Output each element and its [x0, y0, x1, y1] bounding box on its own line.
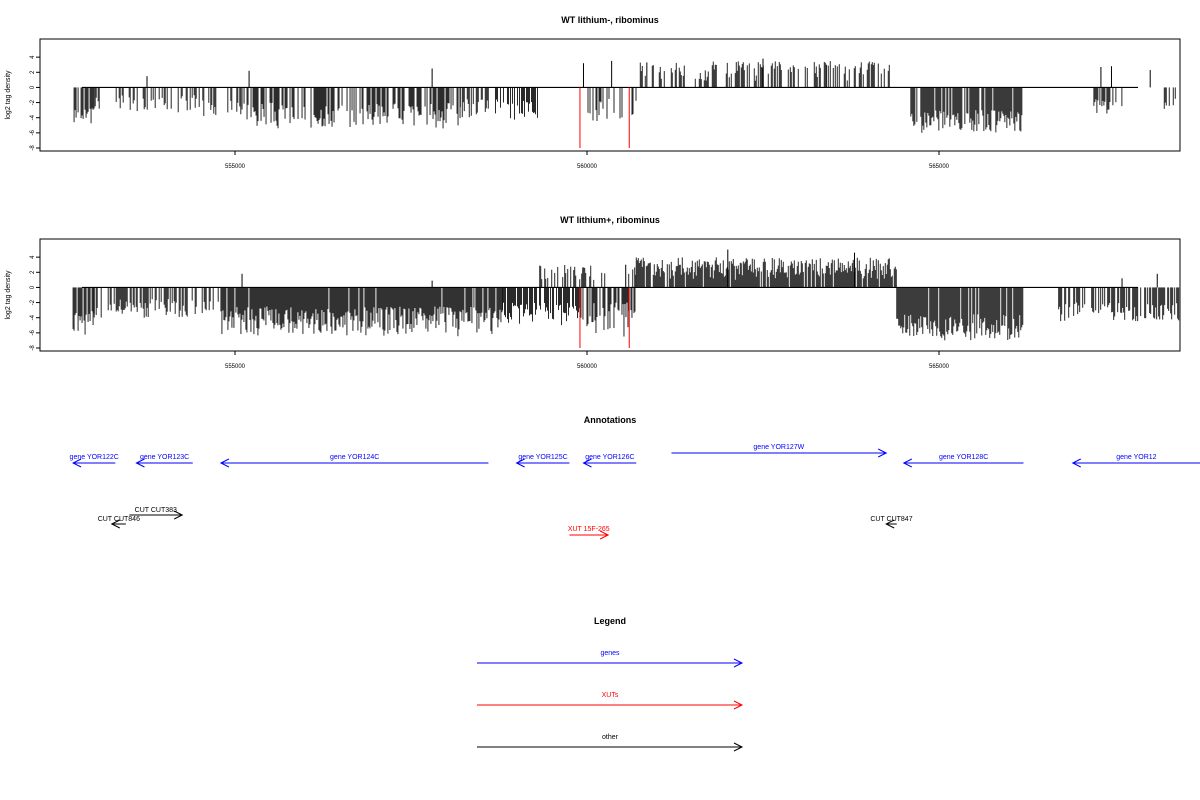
- legend-arrowhead: [733, 658, 744, 668]
- annotations-title: Annotations: [584, 415, 637, 425]
- plot-frame: [39, 38, 1181, 152]
- annotation-arrowhead: [219, 458, 230, 468]
- annotation-arrowhead: [173, 510, 184, 520]
- legend-item-genes: genes: [477, 650, 744, 668]
- annotation-arrowhead: [71, 458, 82, 468]
- legend-label: other: [602, 734, 619, 741]
- axes-group: -8 -6 -4 -2 0 2 4 555000 560000 565000: [30, 38, 1181, 170]
- annotation-gene-yor128c: gene YOR128C: [902, 454, 1024, 468]
- plot-frame: [39, 238, 1181, 352]
- y-tick-label: 0: [30, 85, 36, 89]
- y-tick-label: -6: [30, 330, 36, 336]
- track-panel-lithium-plus: WT lithium+, ribominus log2 tag density …: [5, 215, 1181, 370]
- annotation-arrowhead: [885, 519, 895, 529]
- annotation-label: XUT 15F-265: [568, 526, 610, 533]
- y-axis-label: log2 tag density: [5, 70, 12, 120]
- x-tick-label: 555000: [225, 164, 246, 170]
- annotation-arrowhead: [515, 458, 525, 468]
- legend-arrowhead: [733, 700, 744, 710]
- annotation-label: gene YOR123C: [140, 454, 189, 461]
- legend-item-other: other: [477, 734, 744, 752]
- annotation-gene-yor127w: gene YOR127W: [671, 444, 888, 458]
- annotation-label: gene YOR125C: [518, 454, 567, 461]
- annotation-gene-yor123c: gene YOR123C: [135, 454, 193, 468]
- annotation-label: CUT CUT846: [98, 516, 140, 523]
- annotation-cut-cut846: CUT CUT846: [98, 516, 140, 529]
- annotation-label: gene YOR122C: [70, 454, 119, 461]
- x-tick-label: 560000: [577, 364, 598, 370]
- annotation-label: gene YOR124C: [330, 454, 379, 461]
- annotation-gene-yor124c: gene YOR124C: [219, 454, 489, 468]
- annotation-label: gene YOR126C: [585, 454, 634, 461]
- y-axis-label: log2 tag density: [5, 270, 12, 320]
- annotation-arrowhead: [599, 530, 610, 540]
- y-tick-label: 4: [30, 55, 36, 59]
- bars-group: [73, 58, 1176, 148]
- track-title: WT lithium-, ribominus: [561, 15, 659, 25]
- annotation-arrowhead: [582, 458, 592, 468]
- annotation-gene-yor12: gene YOR12: [1071, 454, 1200, 468]
- legend-title: Legend: [594, 616, 626, 626]
- y-tick-label: -6: [30, 130, 36, 136]
- y-tick-label: 0: [30, 285, 36, 289]
- annotation-arrowhead: [1071, 458, 1081, 468]
- legend-items: genes XUTs other: [477, 650, 744, 752]
- axes-group: -8 -6 -4 -2 0 2 4 555000 560000 565000: [30, 238, 1181, 370]
- x-tick-label: 565000: [929, 164, 950, 170]
- x-tick-label: 560000: [577, 164, 598, 170]
- legend-item-xuts: XUTs: [477, 692, 744, 710]
- track-title: WT lithium+, ribominus: [560, 215, 660, 225]
- annotation-label: gene YOR127W: [753, 444, 804, 451]
- annotation-gene-yor126c: gene YOR126C: [582, 454, 637, 468]
- annotation-gene-yor125c: gene YOR125C: [515, 454, 570, 468]
- y-tick-label: -4: [30, 314, 36, 320]
- annotation-arrowhead: [135, 458, 145, 468]
- annotation-label: gene YOR128C: [939, 454, 988, 461]
- bars-group: [72, 249, 1180, 348]
- y-tick-label: 4: [30, 255, 36, 259]
- track-panel-lithium-minus: WT lithium-, ribominus log2 tag density …: [5, 15, 1181, 170]
- annotation-xut-15f-265: XUT 15F-265: [568, 526, 610, 540]
- legend-arrowhead: [733, 742, 744, 752]
- y-tick-label: -2: [30, 99, 36, 105]
- annotation-arrowhead: [877, 448, 888, 458]
- annotation-label: CUT CUT847: [870, 516, 912, 523]
- y-tick-label: 2: [30, 270, 36, 274]
- x-tick-label: 555000: [225, 364, 246, 370]
- annotation-label: CUT CUT383: [135, 507, 177, 514]
- legend-label: genes: [600, 650, 620, 657]
- y-tick-label: -4: [30, 114, 36, 120]
- annotation-gene-yor122c: gene YOR122C: [70, 454, 119, 468]
- annotation-cut-cut383: CUT CUT383: [129, 507, 184, 520]
- annotation-arrowhead: [110, 519, 121, 529]
- y-tick-label: -8: [30, 345, 36, 351]
- legend-panel: Legend genes XUTs other: [477, 616, 744, 752]
- annotation-arrowhead: [902, 458, 913, 468]
- annotation-features: gene YOR122C gene YOR123C gene YOR124C gene…: [70, 444, 1200, 540]
- annotations-panel: Annotations gene YOR122C gene YOR123C gene…: [70, 415, 1200, 540]
- annotation-label: gene YOR12: [1116, 454, 1156, 461]
- annotation-cut-cut847: CUT CUT847: [870, 516, 913, 529]
- y-tick-label: -2: [30, 299, 36, 305]
- legend-label: XUTs: [602, 692, 619, 699]
- x-tick-label: 565000: [929, 364, 950, 370]
- y-tick-label: 2: [30, 70, 36, 74]
- y-tick-label: -8: [30, 145, 36, 151]
